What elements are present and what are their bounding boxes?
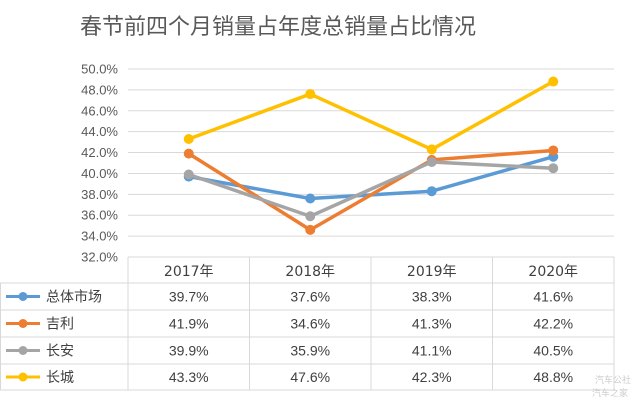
data-cell: 42.2% bbox=[533, 316, 573, 332]
watermark-line1: 汽车公社 bbox=[595, 374, 631, 386]
data-cell: 41.1% bbox=[412, 343, 452, 359]
legend-label: 吉利 bbox=[46, 317, 74, 333]
y-axis-ticks: 32.0% 34.0% 36.0% 38.0% 40.0% 42.0% 44.0% 46.0%… bbox=[81, 62, 118, 265]
data-cell: 38.3% bbox=[412, 289, 452, 305]
data-cell: 39.7% bbox=[169, 289, 209, 305]
series-line bbox=[187, 148, 555, 232]
data-cell: 34.6% bbox=[290, 316, 330, 332]
data-point bbox=[426, 144, 437, 155]
x-category-label: 2020年 bbox=[528, 264, 578, 280]
data-cell: 35.9% bbox=[290, 343, 330, 359]
legend-label: 长城 bbox=[46, 370, 74, 386]
data-cell: 39.9% bbox=[169, 343, 209, 359]
data-cell: 37.6% bbox=[290, 289, 330, 305]
y-tick-label: 50.0% bbox=[81, 62, 118, 77]
legend-key-marker bbox=[18, 346, 28, 355]
y-tick-label: 32.0% bbox=[81, 250, 118, 265]
legend-key-marker bbox=[18, 319, 28, 328]
y-tick-label: 46.0% bbox=[81, 103, 118, 118]
series-layer bbox=[183, 76, 559, 235]
data-cell: 47.6% bbox=[290, 369, 330, 385]
data-point bbox=[548, 145, 559, 156]
legend-key-marker bbox=[18, 292, 28, 301]
data-point bbox=[426, 186, 437, 197]
chart-title: 春节前四个月销量占年度总销量占比情况 bbox=[80, 15, 476, 40]
data-point bbox=[426, 156, 437, 167]
data-cell: 41.9% bbox=[169, 316, 209, 332]
data-point bbox=[183, 148, 194, 159]
data-cell: 48.8% bbox=[533, 369, 573, 385]
data-point bbox=[548, 163, 559, 174]
y-tick-label: 36.0% bbox=[81, 208, 118, 223]
y-tick-label: 34.0% bbox=[81, 229, 118, 244]
legend-label: 总体市场 bbox=[46, 289, 102, 306]
watermark: 汽车公社 汽车之家 bbox=[592, 374, 631, 399]
data-cell: 41.6% bbox=[533, 289, 573, 305]
y-tick-label: 42.0% bbox=[81, 145, 118, 160]
legend-key-marker bbox=[18, 372, 28, 382]
data-cell: 43.3% bbox=[169, 369, 209, 385]
series-line bbox=[187, 160, 555, 219]
y-tick-label: 38.0% bbox=[81, 187, 118, 202]
legend-label: 长安 bbox=[46, 344, 74, 360]
data-point bbox=[183, 133, 194, 144]
data-point bbox=[548, 76, 559, 87]
watermark-line2: 汽车之家 bbox=[592, 387, 628, 399]
data-point bbox=[305, 193, 316, 204]
data-point bbox=[183, 169, 194, 180]
x-category-label: 2019年 bbox=[407, 264, 457, 280]
data-cell: 42.3% bbox=[412, 369, 452, 385]
y-tick-label: 40.0% bbox=[81, 166, 118, 181]
series-line bbox=[187, 79, 555, 152]
y-tick-label: 44.0% bbox=[81, 124, 118, 139]
y-tick-label: 48.0% bbox=[81, 82, 118, 97]
data-point bbox=[305, 224, 316, 235]
data-point bbox=[305, 211, 316, 222]
data-cell: 40.5% bbox=[533, 343, 573, 359]
x-category-label: 2018年 bbox=[285, 264, 335, 280]
data-cell: 41.3% bbox=[412, 316, 452, 332]
x-category-label: 2017年 bbox=[164, 264, 214, 280]
data-point bbox=[305, 89, 316, 100]
